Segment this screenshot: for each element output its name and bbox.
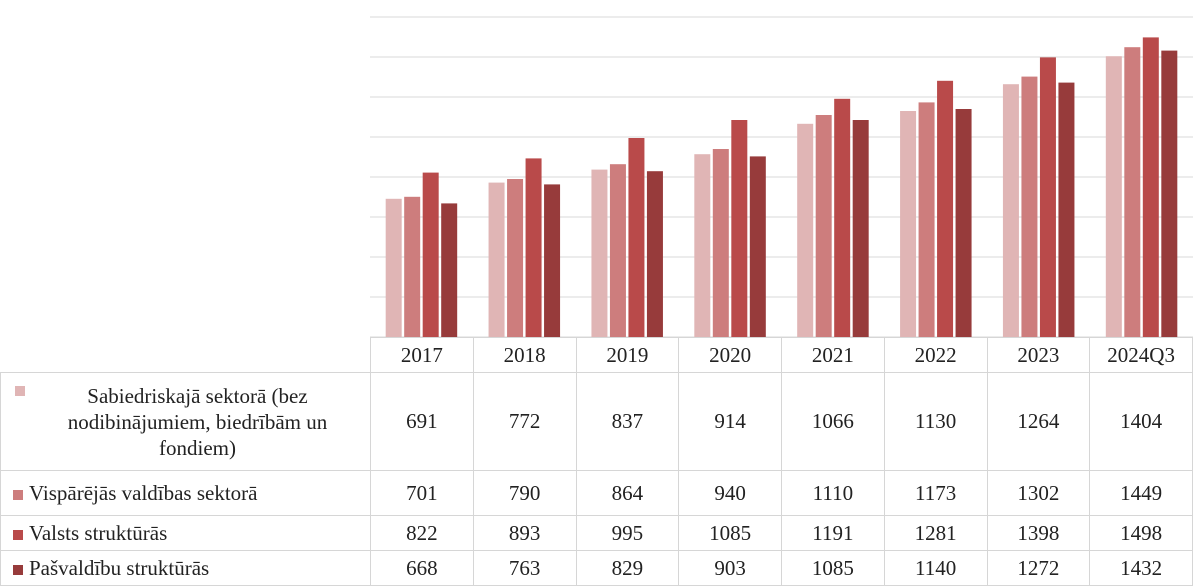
legend-swatch <box>13 564 23 575</box>
bar <box>1161 50 1178 337</box>
bar <box>404 196 421 337</box>
series-row: Sabiedriskajā sektorā (bez nodibinājumie… <box>0 372 1193 471</box>
value-label: 1085 <box>781 550 885 586</box>
value-label: 995 <box>575 515 680 551</box>
series-row: Pašvaldību struktūrās 668 763 829 903 1085 114… <box>0 550 1193 586</box>
value-label: 790 <box>472 470 577 516</box>
legend-swatch <box>13 489 23 500</box>
bar <box>422 172 439 337</box>
value-label: 903 <box>678 550 782 586</box>
value-label: 893 <box>472 515 577 551</box>
value-label: 1140 <box>883 550 988 586</box>
value-label: 1191 <box>781 515 885 551</box>
bar <box>525 158 542 337</box>
value-label: 1272 <box>986 550 1091 586</box>
data-table: 2017 2018 2019 2020 2021 2022 2023 2024Q3 Sabied… <box>0 337 1193 586</box>
value-label: 940 <box>678 470 782 516</box>
value-label: 864 <box>575 470 680 516</box>
category-label: 2021 <box>781 337 885 373</box>
value-label: 914 <box>678 372 782 471</box>
bar <box>1105 56 1122 337</box>
legend-label: Sabiedriskajā sektorā (bez nodibinājumie… <box>67 383 328 460</box>
value-label: 1398 <box>986 515 1091 551</box>
bar <box>731 120 748 337</box>
legend-cell: Vispārējās valdības sektorā <box>0 470 371 516</box>
legend-swatch <box>15 386 25 396</box>
bar <box>441 203 458 337</box>
value-label: 837 <box>575 372 680 471</box>
category-label: 2023 <box>986 337 1091 373</box>
category-label: 2020 <box>678 337 782 373</box>
legend-label: Pašvaldību struktūrās <box>29 555 210 580</box>
value-label: 1085 <box>678 515 782 551</box>
value-label: 1066 <box>781 372 885 471</box>
category-label: 2022 <box>883 337 988 373</box>
bar <box>1142 37 1159 338</box>
bar <box>749 156 766 337</box>
category-label: 2019 <box>575 337 680 373</box>
legend-label: Vispārējās valdības sektorā <box>29 480 258 505</box>
value-label: 1281 <box>883 515 988 551</box>
value-label: 1449 <box>1089 470 1193 516</box>
category-label: 2024Q3 <box>1089 337 1193 373</box>
legend-swatch <box>13 529 23 540</box>
bar <box>1002 84 1019 337</box>
bar <box>507 179 524 337</box>
bar <box>937 80 954 338</box>
bar <box>1124 47 1141 337</box>
category-label: 2017 <box>370 337 474 373</box>
value-label: 1264 <box>986 372 1091 471</box>
value-label: 829 <box>575 550 680 586</box>
bar <box>694 154 711 337</box>
value-label: 668 <box>370 550 474 586</box>
value-label: 772 <box>472 372 577 471</box>
bar <box>834 98 851 337</box>
category-label: 2018 <box>472 337 577 373</box>
series-row: Valsts struktūrās 822 893 995 1085 1191 1281 13… <box>0 515 1193 551</box>
bar <box>955 109 972 337</box>
bar <box>544 184 561 337</box>
value-label: 1130 <box>883 372 988 471</box>
legend-cell: Valsts struktūrās <box>0 515 371 551</box>
value-label: 691 <box>370 372 474 471</box>
bar <box>1058 82 1075 337</box>
value-label: 1173 <box>883 470 988 516</box>
bar <box>918 102 935 338</box>
bar <box>628 138 645 337</box>
value-label: 1404 <box>1089 372 1193 471</box>
value-label: 1498 <box>1089 515 1193 551</box>
chart <box>370 16 1193 338</box>
bar <box>900 111 917 337</box>
bar <box>1039 57 1056 338</box>
bar <box>815 115 832 337</box>
bar <box>797 123 814 337</box>
legend-cell: Sabiedriskajā sektorā (bez nodibinājumie… <box>0 372 371 471</box>
value-label: 822 <box>370 515 474 551</box>
bar <box>591 169 608 337</box>
value-label: 1432 <box>1089 550 1193 586</box>
legend-cell: Pašvaldību struktūrās <box>0 550 371 586</box>
bar <box>646 171 663 337</box>
bar <box>385 198 402 337</box>
value-label: 1302 <box>986 470 1091 516</box>
value-label: 763 <box>472 550 577 586</box>
series-row: Vispārējās valdības sektorā 701 790 864 940 1… <box>0 470 1193 516</box>
bar <box>712 149 729 337</box>
corner-cell <box>0 337 371 373</box>
value-label: 701 <box>370 470 474 516</box>
value-label: 1110 <box>781 470 885 516</box>
legend-label: Valsts struktūrās <box>29 520 168 545</box>
bar <box>852 120 869 337</box>
bar <box>609 164 626 337</box>
bar <box>488 182 505 337</box>
header-row: 2017 2018 2019 2020 2021 2022 2023 2024Q3 <box>0 337 1193 373</box>
bar <box>1021 76 1038 337</box>
